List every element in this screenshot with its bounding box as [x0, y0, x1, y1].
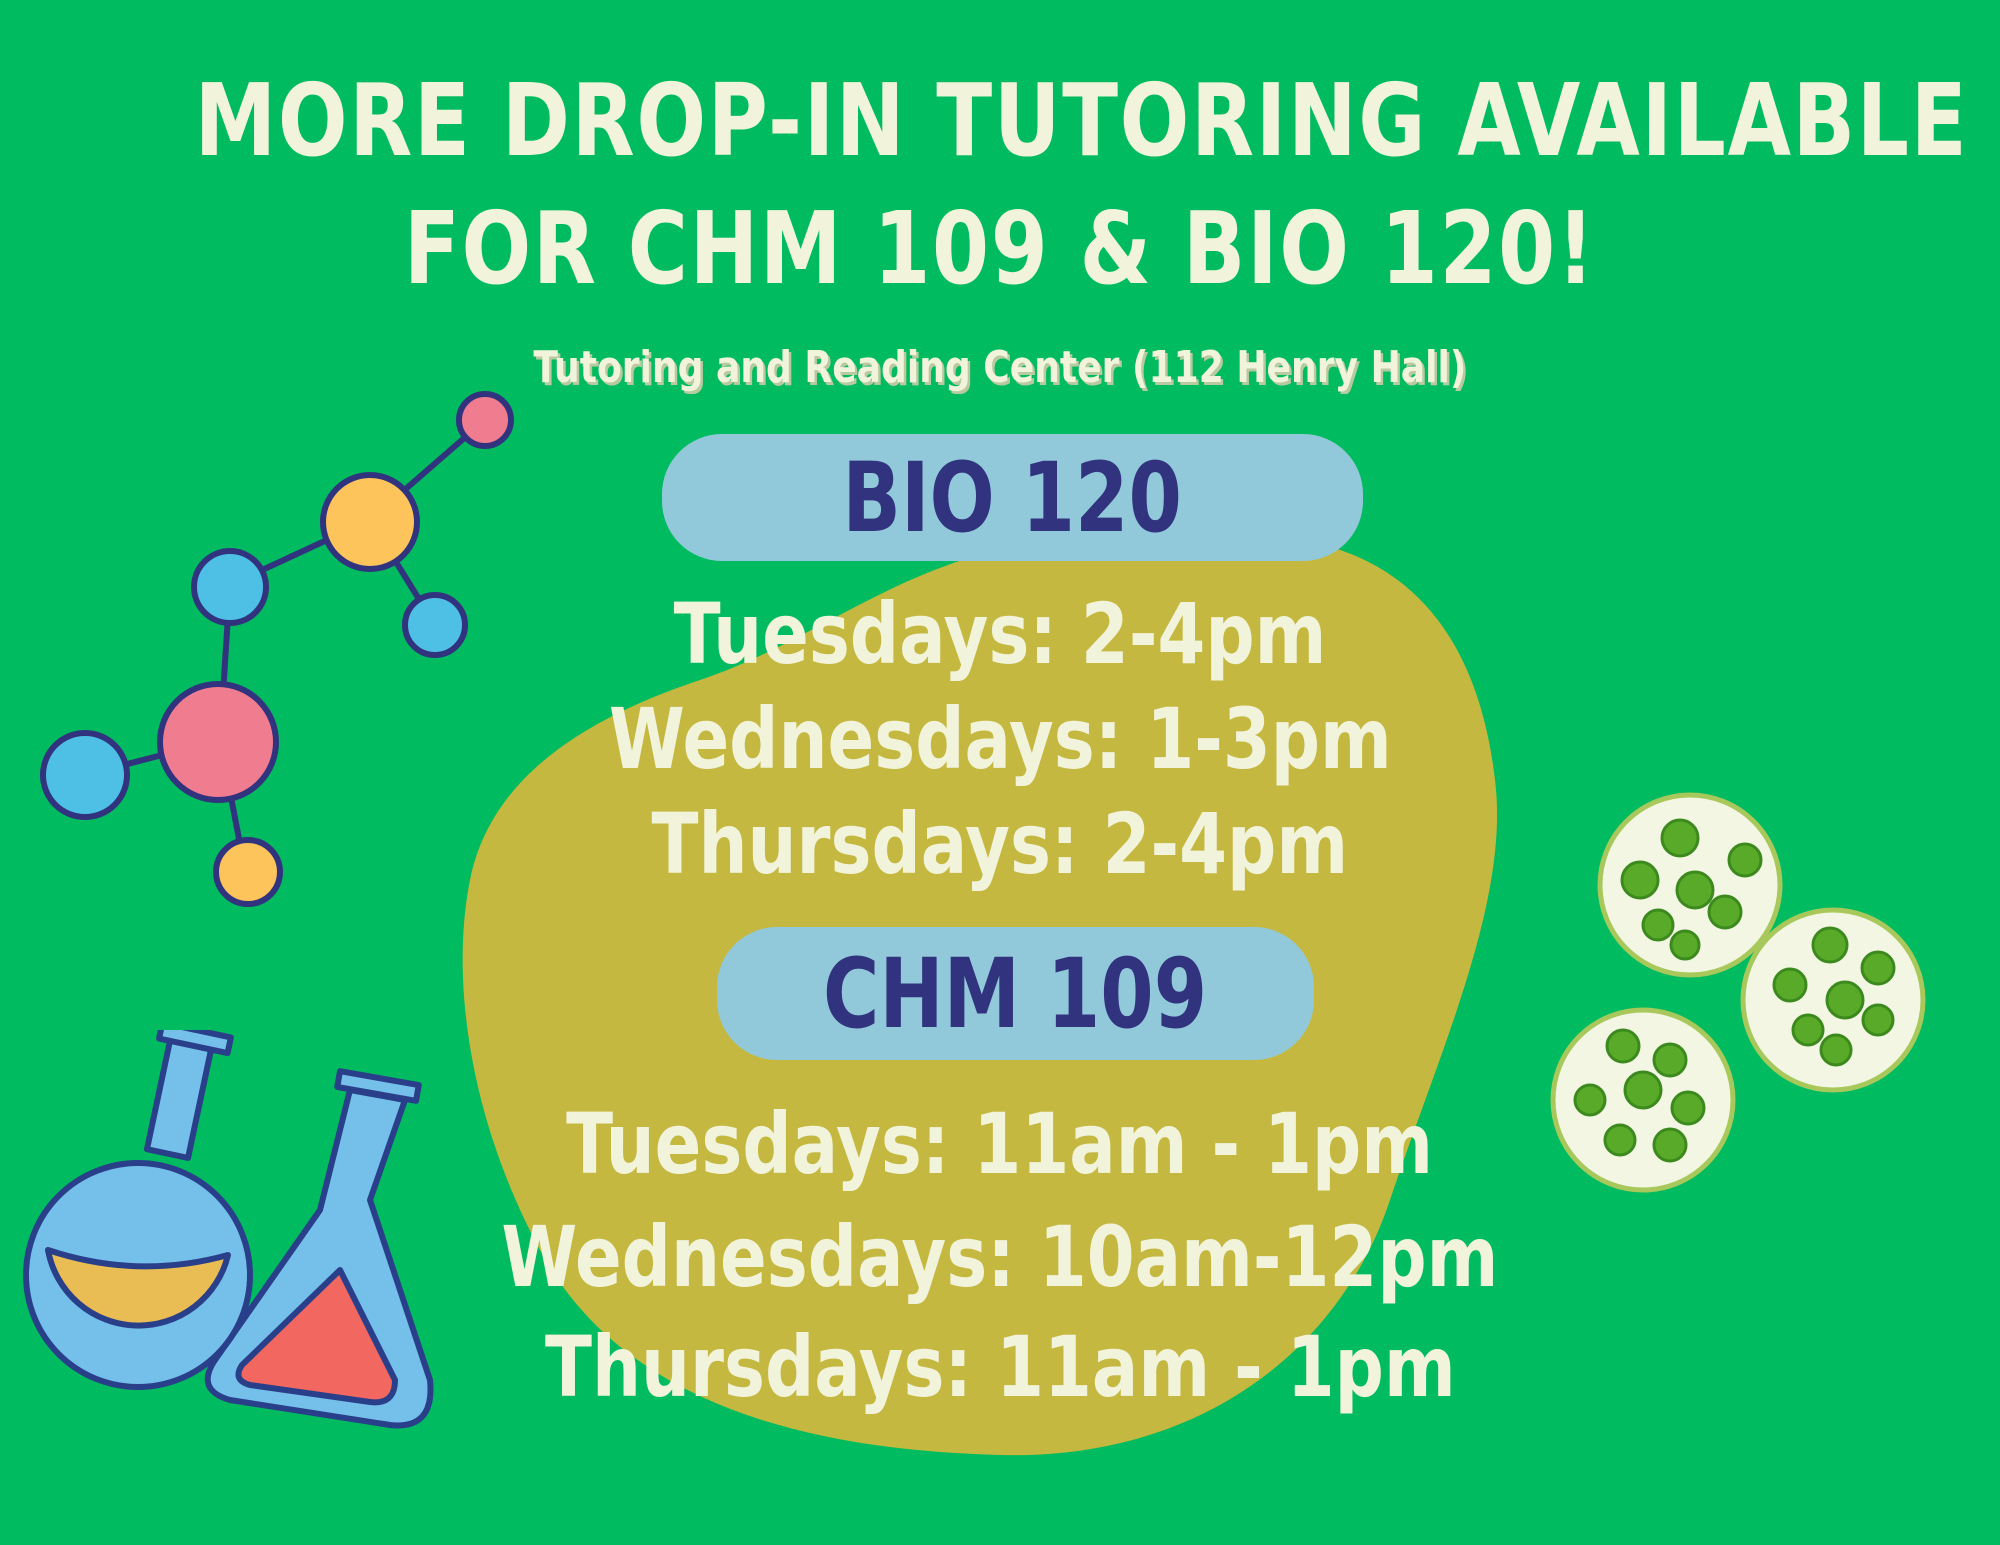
molecule-icon	[40, 391, 514, 907]
location-subtitle: Tutoring and Reading Center (112 Henry H…	[533, 342, 1467, 393]
chm-schedule-wednesday: Wednesdays: 10am-12pm	[501, 1208, 1499, 1306]
bio-schedule-thursday: Thursdays: 2-4pm	[651, 795, 1349, 893]
bio-120-heading: BIO 120	[662, 434, 1363, 561]
headline-line-1: MORE DROP-IN TUTORING AVAILABLE	[194, 62, 1969, 179]
chm-schedule-tuesday: Tuesdays: 11am - 1pm	[566, 1095, 1434, 1193]
bio-schedule-wednesday: Wednesdays: 1-3pm	[608, 690, 1392, 788]
chm-schedule-thursday: Thursdays: 11am - 1pm	[544, 1318, 1456, 1416]
bio-schedule-tuesday: Tuesdays: 2-4pm	[673, 585, 1327, 683]
chm-109-heading: CHM 109	[717, 927, 1314, 1060]
cells-icon	[1550, 792, 1926, 1193]
headline-line-2: FOR CHM 109 & BIO 120!	[403, 190, 1597, 307]
flasks-icon	[23, 1030, 434, 1429]
